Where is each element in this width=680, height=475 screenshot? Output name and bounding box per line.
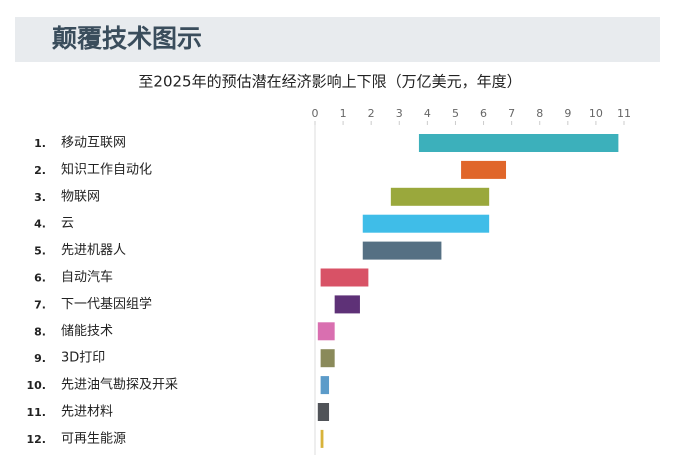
category-label: 云 [61,216,74,231]
index-label: 11. [27,406,47,419]
category-label: 先进材料 [61,405,113,420]
header-band [15,17,660,62]
range-bar [317,322,335,341]
index-label: 1. [34,137,46,150]
range-bar [320,349,335,368]
range-bar [390,187,490,206]
category-label: 移动互联网 [61,136,126,151]
range-bar [320,376,330,395]
index-label: 12. [27,433,47,446]
header-title: 颠覆技术图示 [52,24,202,53]
range-bar [362,214,490,233]
range-bar [320,268,369,287]
chart-title: 至2025年的预估潜在经济影响上下限（万亿美元，年度） [138,73,521,91]
range-bar [418,134,619,152]
index-label: 9. [34,352,46,365]
category-label: 物联网 [61,189,100,204]
index-label: 2. [34,164,46,177]
x-tick-label: 10 [589,107,603,120]
x-tick-label: 11 [617,107,631,120]
x-tick-label: 0 [312,107,319,120]
x-tick-label: 7 [508,107,515,120]
range-bar [362,241,442,260]
range-bar [317,403,330,421]
range-bar [461,160,507,179]
range-bar [320,429,324,448]
index-label: 3. [34,191,46,204]
category-label: 先进油气勘探及开采 [61,377,178,393]
range-bar [334,295,360,314]
x-tick-label: 4 [424,107,431,120]
category-label: 3D打印 [61,351,105,366]
index-label: 5. [34,245,46,258]
index-label: 4. [34,218,46,231]
x-tick-label: 2 [368,107,375,120]
x-tick-label: 8 [536,107,543,120]
index-label: 7. [34,298,46,311]
category-label: 先进机器人 [61,243,126,258]
index-label: 10. [27,379,47,392]
x-tick-label: 1 [340,107,347,120]
x-tick-label: 3 [396,107,403,120]
category-label: 下一代基因组学 [61,296,152,312]
category-label: 自动汽车 [61,269,113,285]
category-label: 可再生能源 [61,431,126,446]
x-tick-label: 5 [452,107,459,120]
index-label: 6. [34,272,46,285]
x-tick-label: 9 [564,107,571,120]
x-tick-label: 6 [480,107,487,120]
index-label: 8. [34,325,46,338]
category-label: 储能技术 [61,324,113,339]
category-label: 知识工作自动化 [61,161,152,177]
